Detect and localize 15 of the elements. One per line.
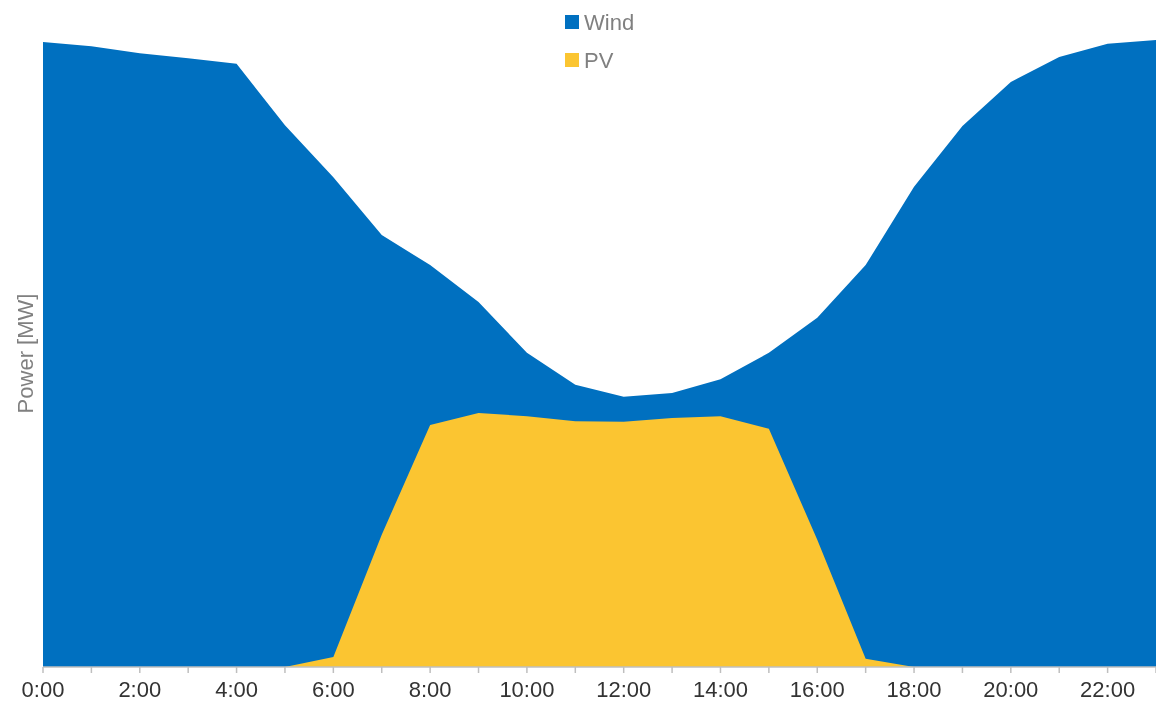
y-axis-title: Power [MW] [13, 293, 38, 414]
x-tick-label: 6:00 [311, 677, 355, 702]
legend-label: PV [584, 48, 614, 73]
x-tick-label: 12:00 [596, 677, 652, 702]
x-tick-label: 10:00 [499, 677, 555, 702]
x-tick-label: 4:00 [215, 677, 258, 702]
x-tick-label: 20:00 [983, 677, 1039, 702]
x-tick-label: 8:00 [408, 677, 452, 702]
x-tick-label: 14:00 [692, 677, 749, 702]
x-tick-label: 2:00 [118, 677, 162, 702]
x-tick-label: 0:00 [21, 677, 65, 702]
x-tick-label: 22:00 [1080, 677, 1136, 702]
legend-label: Wind [584, 10, 635, 35]
x-tick-label: 16:00 [789, 677, 845, 702]
x-tick-label: 18:00 [886, 677, 942, 702]
